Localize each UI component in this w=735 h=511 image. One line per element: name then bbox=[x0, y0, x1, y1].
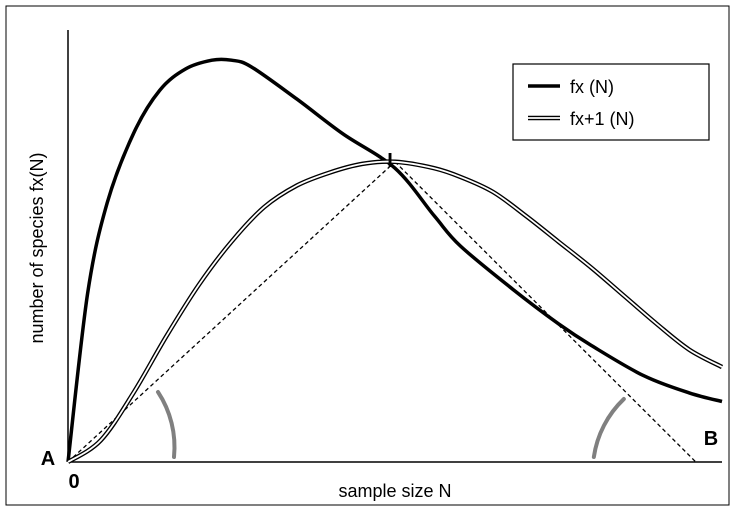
annotation-label-I: I bbox=[387, 150, 393, 172]
angle-arc-A bbox=[156, 390, 177, 459]
legend-box bbox=[512, 63, 710, 141]
series-fx1-line-inner bbox=[67, 160, 723, 463]
series-fx1-line-outer bbox=[66, 159, 724, 464]
plot-area bbox=[66, 30, 724, 464]
series-fx-line bbox=[66, 57, 723, 463]
x-axis-label: sample size N bbox=[338, 481, 451, 501]
legend-label-fx: fx (N) bbox=[570, 77, 614, 97]
annotation-label-B: B bbox=[704, 428, 718, 450]
y-axis-label: number of species fx(N) bbox=[27, 152, 47, 343]
x-origin-label: 0 bbox=[68, 471, 79, 493]
angle-arc-B bbox=[591, 397, 626, 459]
annotation-label-A: A bbox=[41, 448, 55, 470]
dashed-line-2 bbox=[394, 161, 697, 463]
legend-label-fx1: fx+1 (N) bbox=[570, 109, 635, 129]
outer-frame bbox=[5, 5, 730, 506]
legend: fx (N) fx+1 (N) bbox=[512, 63, 710, 141]
